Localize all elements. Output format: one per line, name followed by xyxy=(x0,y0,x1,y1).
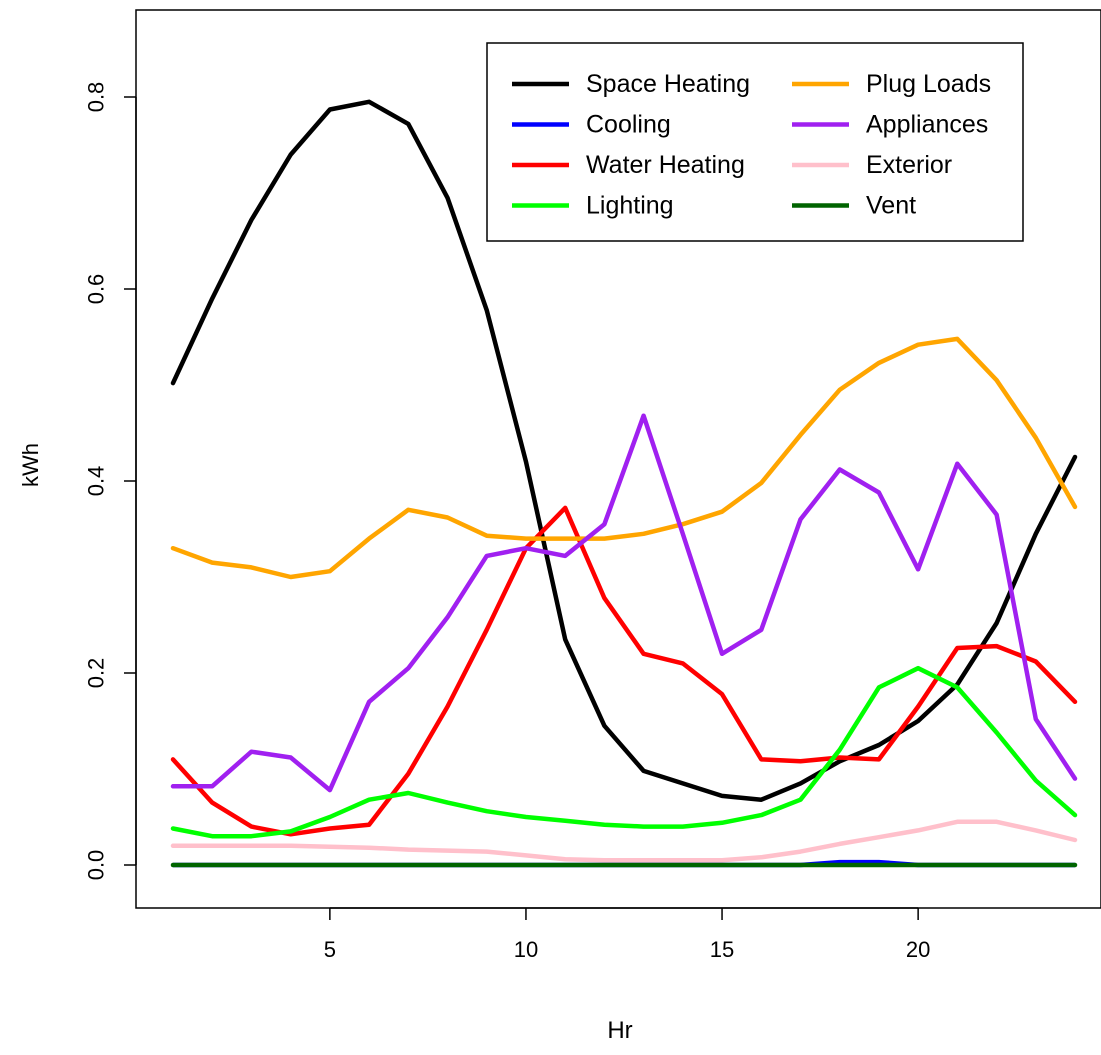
legend-box xyxy=(486,42,1024,242)
y-tick-label: 0.6 xyxy=(84,274,109,305)
legend-label: Appliances xyxy=(866,111,988,139)
x-tick-label: 20 xyxy=(906,937,930,962)
series-line-appliances xyxy=(170,413,1078,793)
series-line-space-heating xyxy=(170,99,1078,802)
y-tick-label: 0.0 xyxy=(84,850,109,881)
x-tick-label: 10 xyxy=(514,937,538,962)
series-line-water-heating xyxy=(170,505,1078,837)
x-tick-label: 5 xyxy=(324,937,336,962)
series-line-lighting xyxy=(170,665,1078,839)
legend-label: Exterior xyxy=(866,151,952,179)
legend-label: Plug Loads xyxy=(866,70,991,98)
x-tick-label: 15 xyxy=(710,937,734,962)
legend-label: Cooling xyxy=(586,111,671,139)
y-tick-label: 0.8 xyxy=(84,82,109,113)
x-axis: 5 10 15 20 xyxy=(324,907,930,962)
y-axis-label: kWh xyxy=(18,443,43,487)
legend: Space Heating Cooling Water Heating Lightin… xyxy=(486,42,1024,242)
y-tick-label: 0.2 xyxy=(84,658,109,689)
legend-label: Space Heating xyxy=(586,70,750,98)
series-group xyxy=(170,99,1078,868)
legend-label: Lighting xyxy=(586,192,674,220)
series-line-plug-loads xyxy=(170,336,1078,580)
y-tick-label: 0.4 xyxy=(84,466,109,497)
series-line-exterior xyxy=(170,819,1078,863)
legend-label: Water Heating xyxy=(586,151,745,179)
y-axis: 0.0 0.2 0.4 0.6 0.8 xyxy=(84,82,137,881)
x-axis-label: Hr xyxy=(607,1017,632,1044)
legend-label: Vent xyxy=(866,192,916,220)
